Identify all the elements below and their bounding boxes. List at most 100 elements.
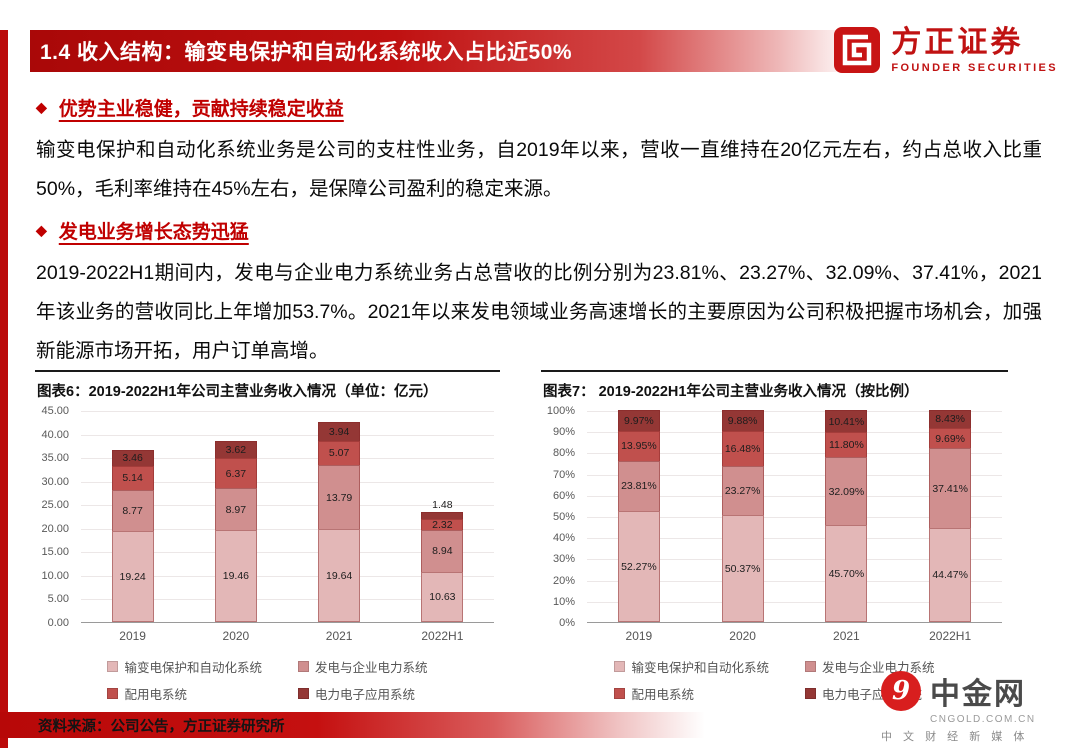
bars-container: 52.27% 23.81% 13.95% 9.97% 50.37% 23.27% 16.48… [587,410,1002,622]
data-label: 19.64 [325,569,353,582]
data-label: 6.37 [225,467,247,480]
x-tick-label: 2021 [325,629,353,643]
y-tick-label: 0.00 [47,617,69,629]
data-label: 50.37% [724,562,761,575]
plot-area: 19.24 8.77 5.14 3.46 19.46 8.97 6.37 3.62 19.64 1… [81,411,494,623]
chart-title: 图表6：2019-2022H1年公司主营业务收入情况（单位：亿元） [37,384,438,400]
gridline [81,458,494,460]
left-accent-stripe [0,30,8,748]
legend-label: 发电与企业电力系统 [315,661,428,675]
bar-segment: 8.94 [421,529,464,572]
bar-segment: 13.79 [318,464,361,530]
legend-item: 输变电保护和自动化系统 [107,657,262,676]
logo-text: 方正证券 FOUNDER SECURITIES [891,26,1058,74]
legend-label: 配用电系统 [124,688,187,702]
y-tick-label: 10.00 [41,569,69,582]
source-footer-bar: 资料来源：公司公告，方正证券研究所 [0,712,705,738]
y-tick-label: 20% [552,574,575,587]
y-tick-label: 70% [552,468,575,481]
data-label: 45.70% [828,567,865,580]
stacked-bar-2020: 50.37% 23.27% 16.48% 9.88% [721,410,764,622]
data-label: 13.95% [621,440,657,453]
legend-item: 电力电子应用系统 [298,684,428,703]
bar-segment: 13.95% [617,431,660,461]
cngold-watermark: 9 中金网 CNGOLD.COM.CN 中 文 财 经 新 媒 体 [881,669,1066,744]
x-tick-label: 2019 [119,629,146,643]
bar-segment: 3.62 [214,441,257,459]
y-tick-label: 5.00 [47,593,69,606]
watermark-tagline: 中 文 财 经 新 媒 体 [881,731,1029,743]
data-label: 19.46 [222,570,250,583]
data-label: 13.79 [325,491,353,504]
data-label: 23.81% [621,480,657,493]
legend-swatch [107,661,119,672]
plot-area: 52.27% 23.81% 13.95% 9.97% 50.37% 23.27% 16.48… [587,410,1002,623]
data-label: 3.62 [225,444,247,457]
gridline [587,495,1002,497]
gridline [587,453,1002,455]
y-tick-label: 90% [552,426,575,439]
legend-swatch [298,661,309,672]
x-tick-label: 2022H1 [421,629,464,643]
legend-item: 配用电系统 [107,684,262,703]
data-label: 19.24 [119,570,146,583]
legend-label: 配用电系统 [631,688,694,702]
y-tick-label: 100% [546,405,575,417]
gridline [587,538,1002,540]
gridline [81,411,494,412]
y-tick-label: 25.00 [41,499,69,512]
section-header-bar: 1.4 收入结构：输变电保护和自动化系统收入占比近50% [30,30,842,72]
founder-securities-logo: 方正证券 FOUNDER SECURITIES [833,26,1058,74]
bar-segment: 16.48% [721,430,764,466]
x-axis: 2019 2020 2021 2022H1 [81,629,494,643]
data-label: 8.97 [225,503,247,516]
watermark-site: CNGOLD.COM.CN [930,714,1036,725]
chart-revenue-by-segment: 图表6：2019-2022H1年公司主营业务收入情况（单位：亿元） 0.00 5.… [35,370,500,711]
legend: 输变电保护和自动化系统 发电与企业电力系统配用电系统 电力电子应用系统 [35,657,500,703]
data-label: 8.43% [935,413,966,426]
bar-segment: 23.27% [721,465,764,516]
stacked-bar-2019: 19.24 8.77 5.14 3.46 [111,449,154,622]
chart-title: 图表7： 2019-2022H1年公司主营业务收入情况（按比例） [543,384,919,400]
data-label: 52.27% [621,560,657,573]
data-label: 9.97% [623,415,654,428]
x-tick-label: 2020 [222,629,250,643]
bar-segment: 50.37% [721,515,764,622]
gridline [587,559,1002,561]
bar-segment: 2.32 [421,518,464,530]
gridline [587,474,1002,476]
bar-segment: 8.43% [929,410,972,428]
bar-segment: 19.64 [318,529,361,622]
legend-label: 电力电子应用系统 [315,688,416,702]
gridline [81,599,494,601]
legend-swatch [805,661,816,672]
gridline [587,580,1002,582]
stacked-bar-2022H1: 10.63 8.94 2.32 1.48 [421,500,464,622]
stacked-bar-2019: 52.27% 23.81% 13.95% 9.97% [617,410,660,622]
bar-segment: 3.94 [318,422,361,441]
bar-segment: 45.70% [825,525,868,622]
legend-swatch [614,661,626,672]
y-tick-label: 30% [552,553,575,566]
chart-body: 0% 10% 20% 30% 40% 50% 60% 70% 80% 90% 100% 52.27%… [541,405,1008,711]
section-title: 1.4 收入结构：输变电保护和自动化系统收入占比近50% [40,41,573,64]
paragraph-2: 2019-2022H1期间内，发电与企业电力系统业务占总营收的比例分别为23.8… [36,262,1042,362]
stacked-bar-2021: 19.64 13.79 5.07 3.94 [318,422,361,622]
y-axis: 0.00 5.00 10.00 15.00 20.00 25.00 30.00 35.00 40… [35,405,75,629]
legend-item: 配用电系统 [614,684,769,703]
data-label: 3.94 [328,425,350,438]
y-tick-label: 40% [552,532,575,545]
data-label: 11.80% [828,439,864,452]
legend-label: 输变电保护和自动化系统 [124,661,262,675]
data-label: 44.47% [932,568,968,581]
legend-swatch [298,688,309,699]
legend-item: 发电与企业电力系统 [298,657,428,676]
watermark-row: 9 中金网 [881,669,1066,713]
legend-swatch [805,688,816,699]
data-label: 8.77 [122,505,143,518]
legend-swatch [614,688,626,699]
gridline [81,575,494,577]
bar-segment: 8.97 [214,488,257,531]
data-label: 32.09% [828,485,865,498]
gridline [587,411,1002,412]
